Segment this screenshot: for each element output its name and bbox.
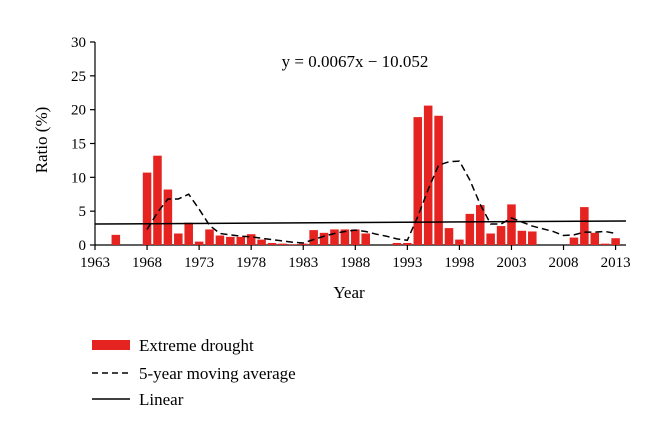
x-axis-title: Year [333,283,365,302]
moving-average-line [146,160,616,244]
bar-extreme-drought [236,236,246,245]
y-tick-label: 10 [71,170,86,186]
bar-extreme-drought [330,229,339,245]
regression-equation: y = 0.0067x − 10.052 [282,52,429,71]
bar-extreme-drought [403,242,412,245]
bar-extreme-drought [392,242,402,245]
x-tick-label: 1978 [236,255,266,271]
legend-label-linear: Linear [139,390,184,409]
bar-extreme-drought [163,189,173,245]
bar-extreme-drought [444,228,454,245]
bar-extreme-drought [194,241,204,245]
bar-extreme-drought [153,155,162,245]
y-tick-label: 15 [71,137,86,153]
bar-extreme-drought [413,117,423,245]
linear-trend-line [94,220,627,225]
lines-layer [94,160,627,244]
axes-layer [94,42,626,246]
x-tick-label: 1973 [184,255,214,271]
x-tick-label: 1998 [444,255,474,271]
bar-extreme-drought [340,229,350,245]
bar-extreme-drought [507,204,516,245]
bar-extreme-drought [309,230,318,245]
bar-extreme-drought [361,233,370,245]
x-tick-label: 1963 [80,255,110,271]
bar-extreme-drought [528,231,537,245]
y-axis-title: Ratio (%) [32,107,51,174]
bar-extreme-drought [142,172,152,245]
bar-extreme-drought [569,237,579,245]
bar-extreme-drought [226,236,235,245]
x-tick-label: 1988 [340,255,370,271]
y-tick-label: 20 [71,103,86,119]
bar-extreme-drought [580,207,589,245]
bar-extreme-drought [215,235,225,245]
bar-extreme-drought [434,115,443,245]
x-tick-label: 2003 [496,255,526,271]
bar-extreme-drought [267,242,277,245]
bar-extreme-drought [351,229,360,245]
bar-extreme-drought [590,232,600,245]
x-tick-label: 1993 [392,255,422,271]
bar-extreme-drought [455,239,464,245]
bar-extreme-drought [475,205,485,245]
bar-extreme-drought [486,233,495,245]
y-tick-label: 5 [79,204,87,220]
y-tick-label: 25 [71,69,86,85]
bar-extreme-drought [288,244,298,245]
legend: Extreme drought 5-year moving average Li… [92,336,296,409]
bar-extreme-drought [246,234,256,245]
bar-extreme-drought [600,243,610,245]
x-tick-label: 2013 [601,255,631,271]
bar-extreme-drought [257,239,266,245]
bar-extreme-drought [298,243,308,245]
bar-extreme-drought [496,226,506,245]
legend-swatch-extreme-drought [92,340,130,350]
x-tick-label: 1983 [288,255,318,271]
bar-extreme-drought [611,238,620,245]
x-tick-label: 2008 [549,255,579,271]
y-tick-label: 0 [79,238,87,254]
bar-extreme-drought [205,229,214,245]
bar-extreme-drought [111,234,121,245]
bar-extreme-drought [174,233,183,245]
y-tick-label: 30 [71,35,86,51]
legend-label-moving-average: 5-year moving average [139,364,296,383]
bar-extreme-drought [278,243,287,245]
bars-layer [111,105,620,246]
bar-extreme-drought [423,105,433,246]
bar-extreme-drought [465,213,475,245]
x-tick-label: 1968 [132,255,162,271]
bar-extreme-drought [319,232,329,245]
bar-extreme-drought [184,222,193,245]
bar-extreme-drought [517,230,527,245]
ticks-layer: 0 5 10 15 20 25 30 1963 1968 1973 1978 1983 1988 1993… [71,35,631,271]
legend-label-extreme-drought: Extreme drought [139,336,254,355]
